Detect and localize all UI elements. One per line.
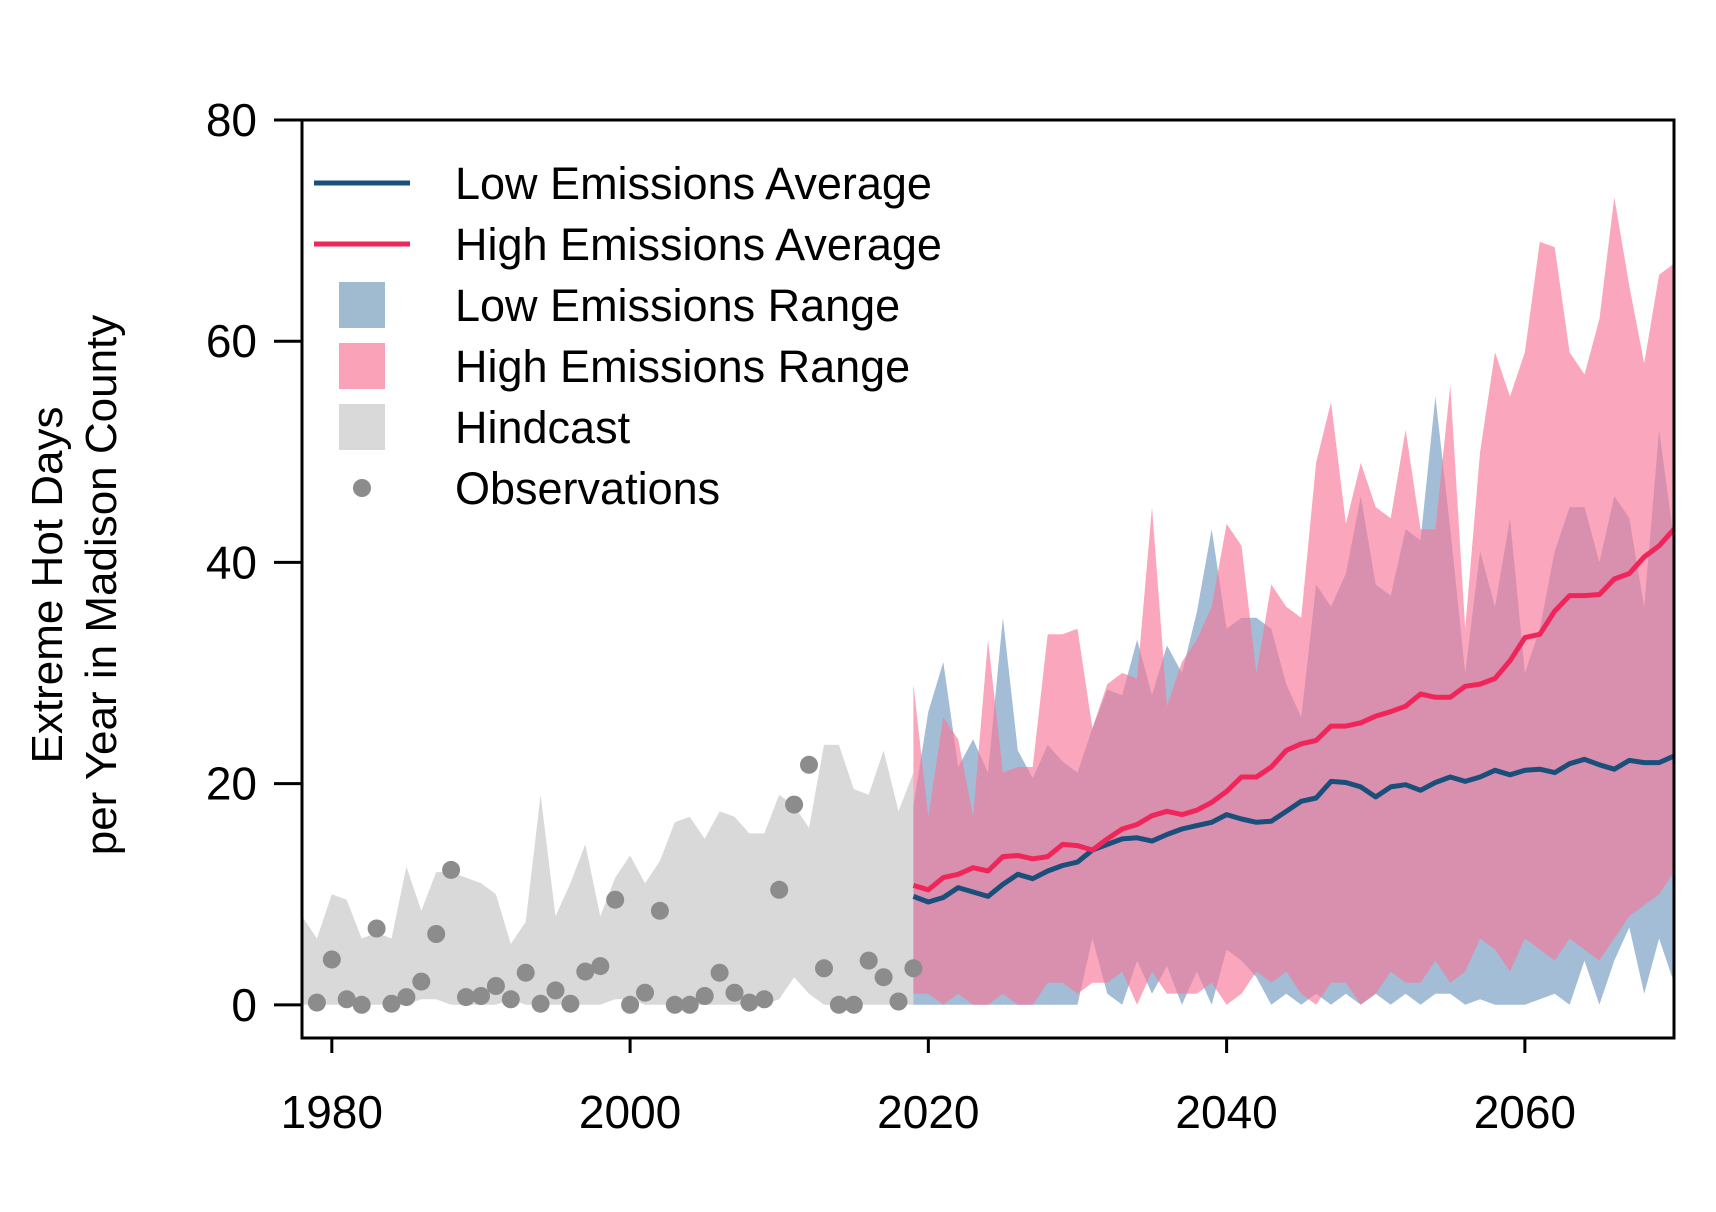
- y-tick-label: 0: [231, 979, 257, 1031]
- low-emissions-average-line: [912, 753, 1674, 905]
- observation-point: [576, 962, 595, 981]
- legend-point-swatch: [353, 479, 371, 497]
- legend-label: High Emissions Average: [455, 219, 942, 270]
- legend-fill-swatch: [339, 282, 385, 328]
- observation-point: [800, 755, 818, 774]
- legend-label: Low Emissions Average: [455, 158, 932, 209]
- legend-label: High Emissions Range: [455, 341, 910, 392]
- legend-fill-swatch: [339, 404, 385, 450]
- high-emissions-average-line: [912, 527, 1674, 893]
- x-axis: 1980 2000 2020 2040 2060: [281, 1038, 1576, 1138]
- observation-point: [516, 963, 535, 982]
- observation-point: [725, 983, 744, 1002]
- low-emissions-average-layer: [912, 753, 1674, 905]
- observation-point: [397, 988, 416, 1007]
- observation-point: [322, 950, 341, 969]
- legend-label: Hindcast: [455, 402, 631, 453]
- hindcast-band: [302, 744, 914, 1005]
- observation-point: [501, 990, 520, 1009]
- y-tick-label: 40: [206, 536, 257, 588]
- y-axis-title-line-1: Extreme Hot Days: [23, 407, 72, 764]
- y-axis: 0 20 40 60 80: [206, 94, 302, 1031]
- legend-label: Low Emissions Range: [455, 280, 900, 331]
- legend: Low Emissions Average High Emissions Aver…: [314, 158, 942, 514]
- observation-point: [785, 795, 804, 814]
- observation-point: [307, 993, 326, 1012]
- observation-point: [740, 993, 759, 1012]
- plot-frame: [300, 118, 1676, 1040]
- x-tick-label: 1980: [281, 1086, 383, 1138]
- observation-point: [710, 963, 729, 982]
- observation-point: [904, 959, 923, 978]
- high-emissions-range-layer: [913, 197, 1674, 1005]
- legend-fill-swatch: [339, 343, 385, 389]
- observation-point: [427, 925, 446, 943]
- legend-item: Observations: [353, 463, 720, 514]
- observation-point: [367, 919, 386, 938]
- observation-point: [472, 987, 490, 1005]
- observation-point: [755, 990, 774, 1009]
- y-axis-title: Extreme Hot Days per Year in Madison Cou…: [23, 315, 126, 856]
- observation-point: [442, 860, 461, 879]
- observation-point: [829, 995, 848, 1014]
- observation-point: [680, 995, 699, 1014]
- observation-point: [412, 972, 431, 991]
- observations-layer: [307, 755, 923, 1014]
- legend-item: Low Emissions Range: [339, 280, 900, 331]
- observation-point: [546, 981, 565, 1000]
- legend-item: Low Emissions Average: [314, 158, 932, 209]
- legend-item: High Emissions Range: [339, 341, 910, 392]
- observation-point: [337, 990, 356, 1009]
- observation-point: [874, 968, 893, 987]
- observation-point: [665, 995, 684, 1014]
- legend-item: Hindcast: [339, 402, 631, 453]
- y-axis-title-line-2: per Year in Madison County: [77, 315, 126, 856]
- observation-point: [859, 951, 878, 970]
- observation-point: [844, 995, 863, 1014]
- y-tick-label: 20: [206, 758, 257, 810]
- y-tick-label: 60: [206, 315, 257, 367]
- legend-item: High Emissions Average: [314, 219, 942, 270]
- observation-point: [561, 994, 580, 1013]
- y-tick-label: 80: [206, 94, 257, 146]
- observation-point: [457, 988, 475, 1007]
- x-tick-label: 2060: [1474, 1086, 1576, 1138]
- observation-point: [695, 987, 714, 1005]
- x-tick-label: 2020: [877, 1086, 979, 1138]
- plot-area: [302, 197, 1674, 1014]
- hindcast-layer: [302, 744, 914, 1005]
- observation-point: [889, 992, 908, 1011]
- observation-point: [621, 995, 640, 1014]
- observation-point: [636, 983, 654, 1002]
- high-emissions-average-layer: [912, 527, 1674, 893]
- x-tick-label: 2040: [1175, 1086, 1277, 1138]
- observation-point: [486, 977, 505, 995]
- observation-point: [650, 901, 669, 920]
- observation-point: [770, 880, 789, 899]
- observation-point: [382, 994, 401, 1013]
- observation-point: [815, 959, 833, 978]
- observation-point: [591, 957, 610, 976]
- high-emissions-range-band: [913, 197, 1674, 1005]
- x-tick-label: 2000: [579, 1086, 681, 1138]
- observation-point: [606, 890, 625, 909]
- legend-label: Observations: [455, 463, 720, 514]
- observation-point: [352, 995, 371, 1014]
- observation-point: [531, 994, 550, 1013]
